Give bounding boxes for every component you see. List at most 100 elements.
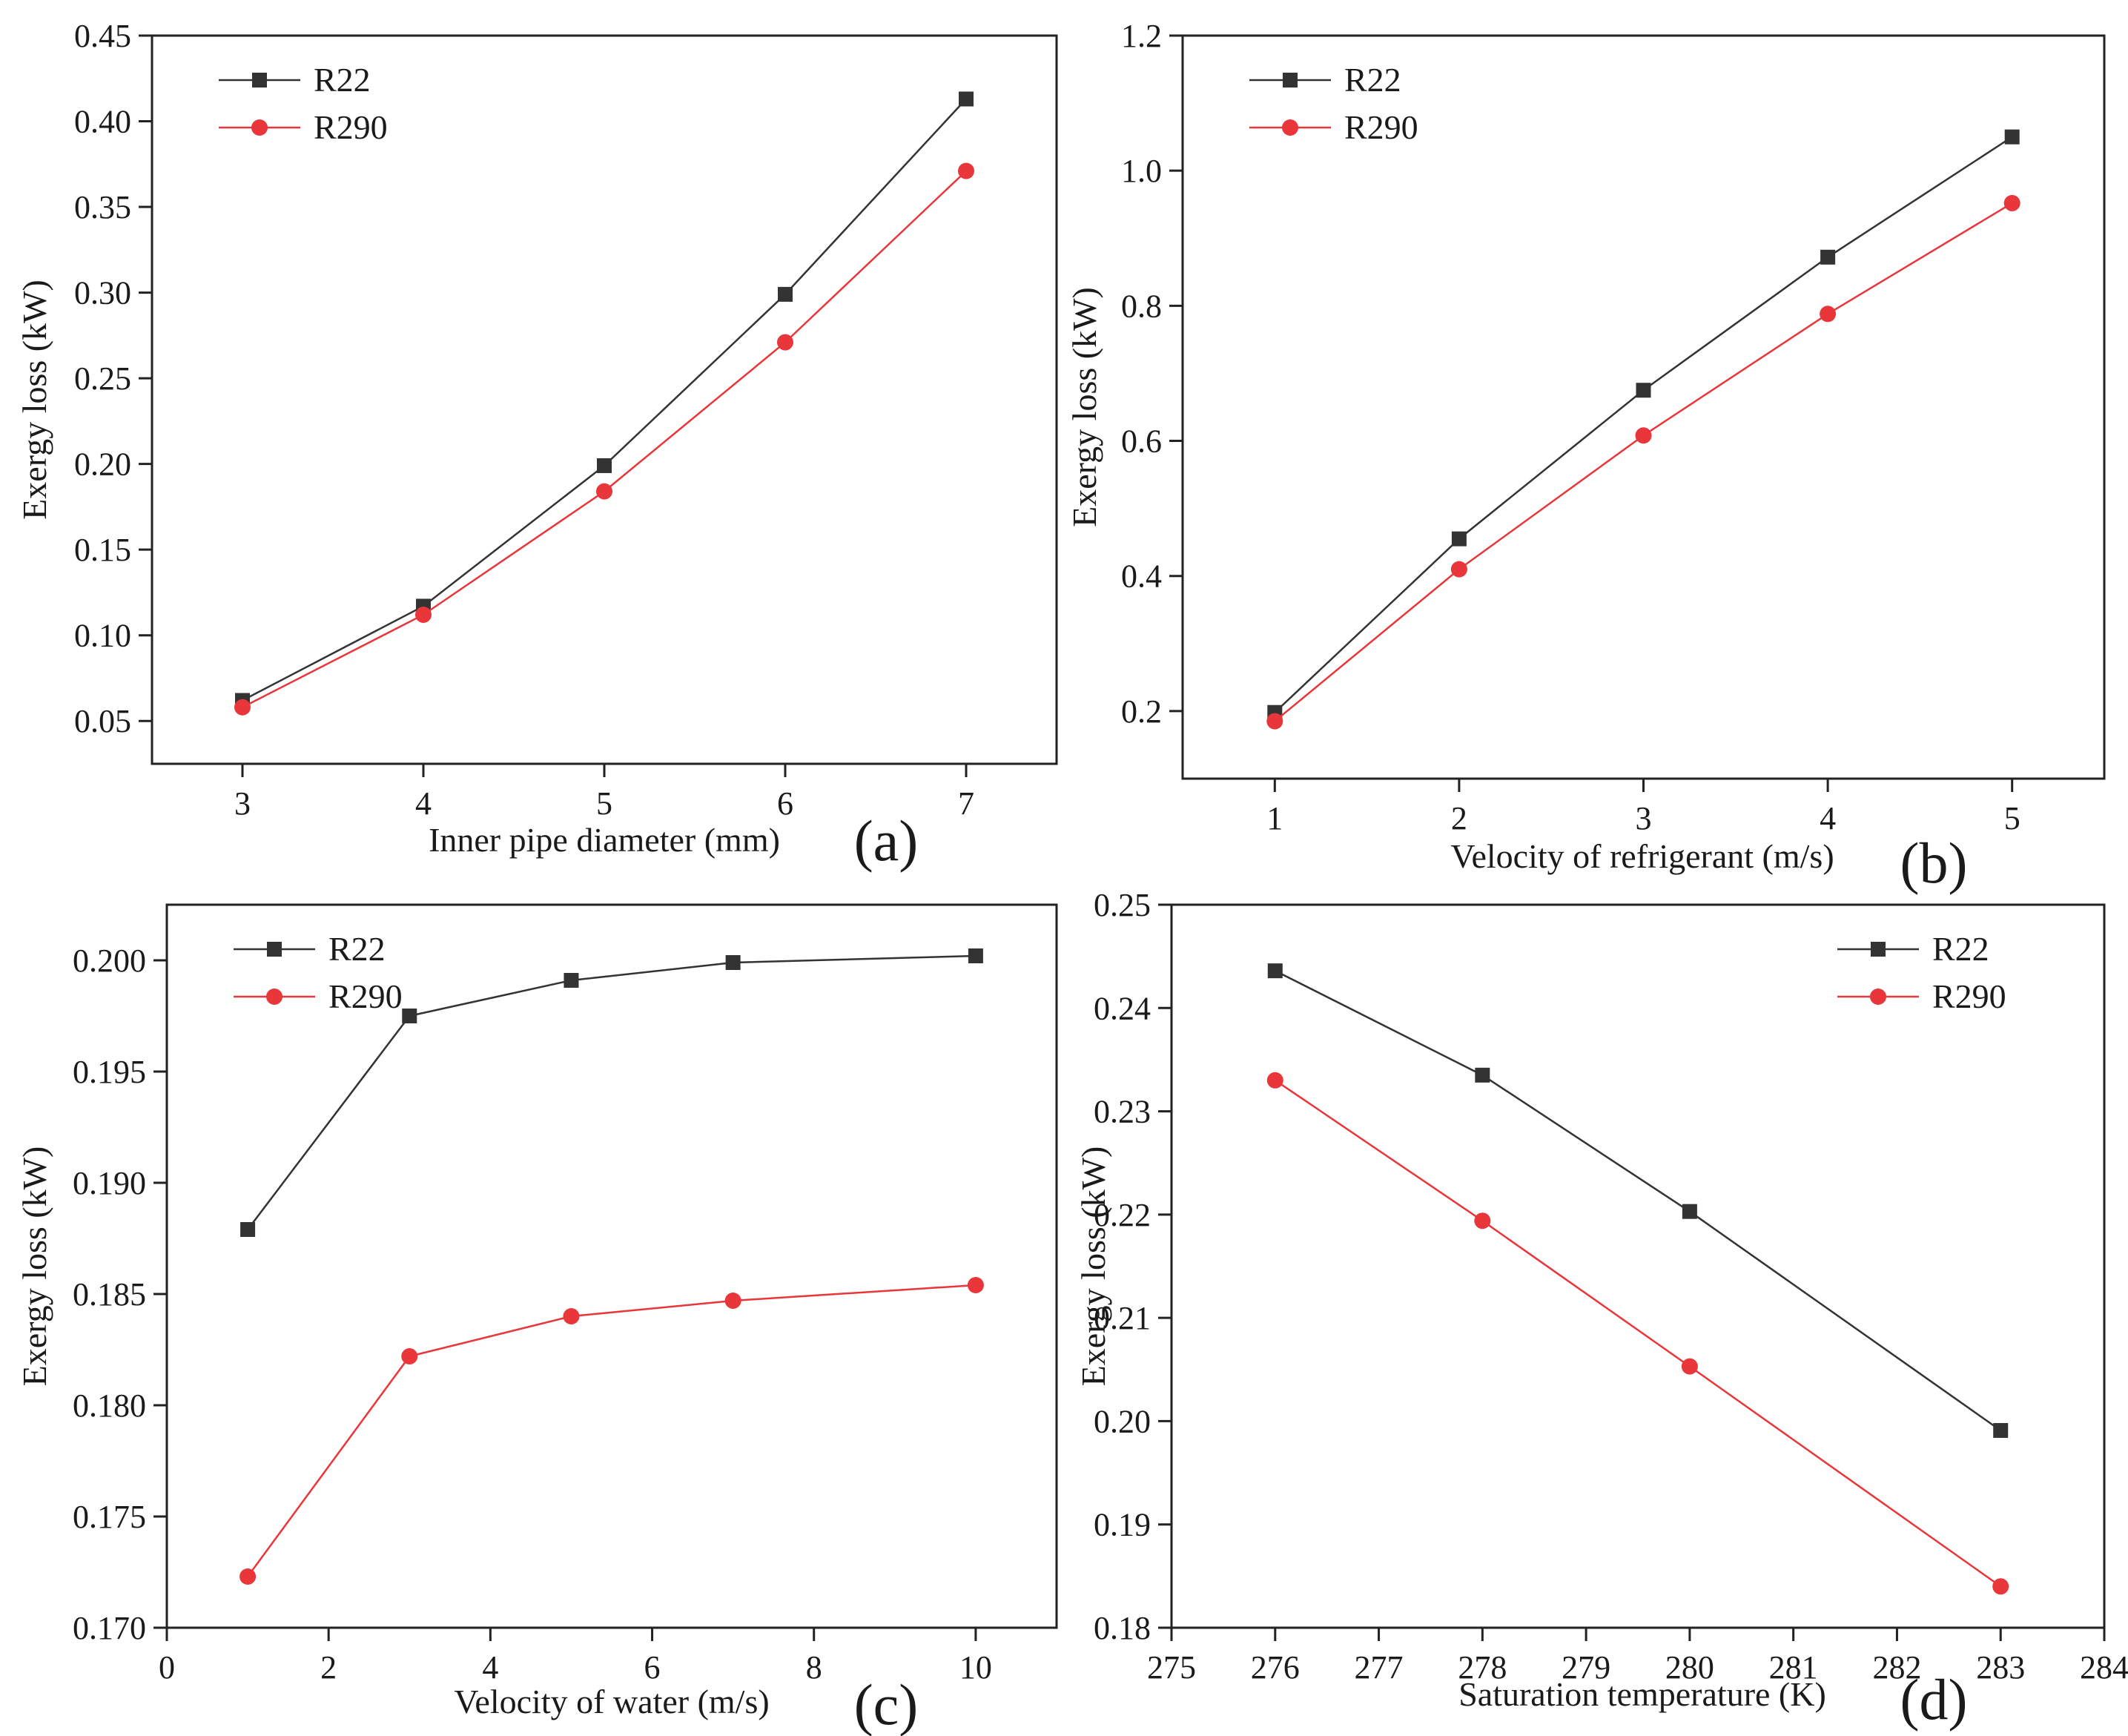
series-line-r290 [247,1284,976,1577]
legend: R22 R290 [1837,930,2006,1015]
data-point-r290 [1992,1578,2009,1595]
x-tick-label: 6 [644,1649,661,1686]
x-tick-label: 3 [1636,800,1652,836]
y-tick-label: 0.23 [1094,1094,1151,1130]
x-tick-label: 281 [1769,1649,1818,1686]
y-axis-title: Exergy loss (kW) [1074,1146,1112,1387]
legend-label: R22 [314,61,371,99]
legend-label: R290 [314,108,388,146]
x-axis-title: Velocity of water (m/s) [454,1683,769,1720]
y-tick-label: 0.6 [1121,423,1162,460]
data-point-r22 [1820,249,1836,265]
x-axis-title: Inner pipe diameter (mm) [429,821,780,859]
legend-marker [1282,119,1298,136]
chart-panel-c: 0 2 4 6 8 10 0.170 0.175 0.180 0.185 0.190 0.195 0.2… [16,903,1058,1736]
panel-label: (d) [1900,1667,1968,1732]
legend-label: R290 [1932,977,2006,1015]
y-tick-label: 0.19 [1094,1507,1151,1543]
y-tick-label: 0.10 [74,618,131,654]
data-point-r22 [2004,129,2020,145]
series-line-r290 [1275,1079,2001,1588]
legend-marker [251,119,268,136]
x-tick-label: 4 [1820,800,1836,836]
y-tick-label: 0.21 [1094,1300,1151,1336]
y-axis-title: Exergy loss (kW) [1065,287,1103,527]
x-tick-label: 7 [958,785,974,822]
data-point-r22 [564,973,579,988]
data-point-r22 [402,1009,417,1023]
y-tick-label: 0.170 [73,1610,146,1646]
y-tick-label: 0.15 [74,532,131,568]
x-tick-label: 275 [1147,1649,1196,1686]
data-point-r22 [959,91,974,107]
x-tick-label: 276 [1251,1649,1300,1686]
data-point-r290 [1450,561,1467,578]
x-tick-label: 5 [2004,800,2020,836]
data-point-r22 [1475,1067,1490,1083]
data-point-r290 [1681,1358,1698,1375]
data-point-r22 [240,1222,256,1237]
x-tick-label: 280 [1665,1649,1714,1686]
y-tick-label: 0.22 [1094,1197,1151,1233]
data-point-r22 [1682,1204,1697,1219]
legend: R22 R290 [1249,61,1418,146]
data-point-r290 [415,606,432,623]
y-tick-label: 0.190 [73,1165,146,1201]
legend-marker [1870,989,1886,1005]
legend: R22 R290 [234,930,403,1015]
legend: R22 R290 [219,61,388,146]
chart-panel-d: 275 276 277 278 279 280 281 282 283 284 0.18 0.19 0.… [1074,887,2128,1732]
x-tick-label: 0 [159,1649,175,1686]
x-tick-label: 2 [320,1649,337,1686]
y-tick-label: 0.4 [1121,558,1162,595]
panel-label: (c) [854,1672,919,1736]
y-tick-label: 0.45 [74,18,131,54]
series-line-r22 [1275,970,2001,1431]
y-tick-label: 0.20 [1094,1403,1151,1439]
x-tick-label: 3 [234,785,251,822]
data-point-r290 [1820,306,1837,323]
data-point-r290 [596,483,612,500]
chart-panel-a: 3 4 5 6 7 0.05 0.10 0.15 0.20 0.25 0.30 0.35 0.40 0.4… [16,18,1058,873]
y-tick-label: 0.200 [73,943,146,979]
data-point-r22 [597,458,612,473]
legend-label: R22 [1344,61,1401,99]
y-tick-label: 0.195 [73,1054,146,1090]
legend-marker [266,989,282,1005]
y-axis-title: Exergy loss (kW) [16,1146,53,1387]
y-tick-label: 0.175 [73,1499,146,1535]
plot-frame [151,34,1058,765]
y-tick-label: 0.05 [74,703,131,739]
data-point-r290 [958,162,974,179]
panel-label: (a) [854,808,919,873]
x-tick-label: 278 [1458,1649,1507,1686]
legend-marker [1283,73,1298,88]
x-tick-label: 279 [1562,1649,1610,1686]
data-point-r22 [1451,531,1467,547]
x-axis-title: Saturation temperature (K) [1458,1675,1826,1713]
data-point-r290 [234,699,251,716]
x-axis-title: Velocity of refrigerant (m/s) [1450,837,1834,875]
plot-frame [165,903,1058,1629]
y-tick-label: 1.0 [1121,153,1162,189]
legend-label: R290 [1344,108,1418,146]
y-tick-label: 0.35 [74,189,131,225]
data-point-r290 [1474,1212,1491,1230]
x-tick-label: 1 [1266,800,1283,836]
legend-marker [252,73,267,88]
y-tick-label: 0.30 [74,275,131,311]
data-point-r290 [724,1293,741,1309]
series-line-r22 [1274,136,2013,713]
x-tick-label: 10 [959,1649,992,1686]
legend-label: R22 [1932,930,1989,968]
y-tick-label: 0.8 [1121,288,1162,324]
y-axis-title: Exergy loss (kW) [16,280,53,520]
x-tick-label: 282 [1872,1649,1921,1686]
x-tick-label: 6 [777,785,793,822]
legend-marker [267,942,282,957]
data-point-r290 [563,1308,580,1324]
y-tick-label: 0.25 [74,360,131,397]
y-tick-label: 0.24 [1094,990,1151,1026]
x-tick-label: 4 [482,1649,498,1686]
